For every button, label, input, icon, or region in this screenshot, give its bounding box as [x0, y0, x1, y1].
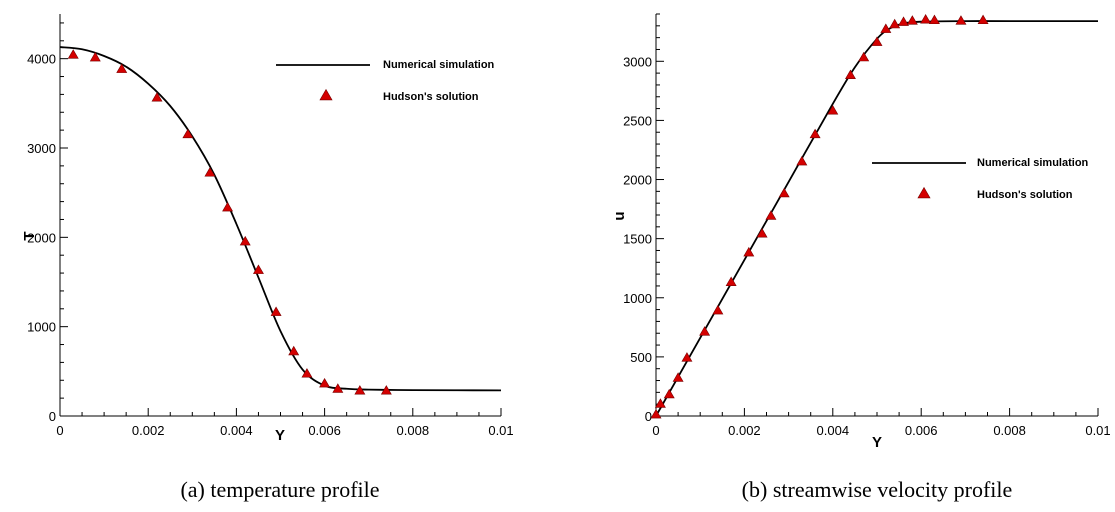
data-point-hudsons-solution	[880, 23, 892, 33]
chart-streamwise-velocity-profile: 0 0.002 0.004 0.006 0.008 0.01 0 500 1000 1500 200…	[611, 13, 1111, 502]
data-point-hudsons-solution	[182, 128, 194, 139]
data-point-hudsons-solution	[756, 228, 768, 238]
data-point-hudsons-solution	[809, 128, 821, 139]
data-point-hudsons-solution	[67, 49, 79, 59]
x-axis-label-b: Y	[872, 434, 882, 451]
data-point-hudsons-solution	[845, 69, 856, 80]
x-tick-label: 0.002	[132, 423, 165, 438]
x-tick-label: 0.01	[1085, 423, 1110, 438]
data-point-hudsons-solution	[270, 306, 282, 316]
data-point-hudsons-solution	[906, 15, 918, 25]
legend-label-hudsons-solution-a: Hudson's solution	[383, 91, 479, 103]
x-tick-label: 0.008	[993, 423, 1026, 438]
data-point-hudsons-solution	[116, 63, 128, 73]
data-point-hudsons-solution	[654, 398, 666, 408]
data-point-hudsons-solution	[319, 377, 331, 388]
y-tick-label: 500	[630, 350, 652, 365]
data-point-hudsons-solution	[380, 385, 392, 395]
data-point-hudsons-solution	[778, 187, 790, 198]
plot-area-a: 0 0.002 0.004 0.006 0.008 0.01 0 1000 2000 3000 40…	[27, 14, 514, 438]
data-point-hudsons-solution	[955, 15, 967, 25]
data-point-hudsons-solution	[920, 14, 932, 24]
x-tick-label: 0	[652, 423, 659, 438]
data-point-hudsons-solution	[89, 51, 101, 62]
data-point-hudsons-solution	[650, 408, 662, 419]
y-tick-label: 1500	[623, 232, 652, 247]
data-point-hudsons-solution	[204, 167, 216, 177]
caption-a: (a) temperature profile	[180, 477, 379, 502]
y-tick-label: 1000	[623, 291, 652, 306]
data-point-hudsons-solution	[928, 14, 940, 25]
series-line-numerical-simulation	[59, 46, 502, 392]
x-tick-label: 0.004	[817, 423, 850, 438]
data-point-hudsons-solution	[977, 14, 989, 25]
x-tick-label: 0.002	[728, 423, 761, 438]
y-tick-label: 3000	[27, 141, 56, 156]
x-tick-label: 0.006	[905, 423, 938, 438]
x-tick-label: 0	[56, 423, 63, 438]
y-tick-label: 0	[49, 409, 56, 424]
data-point-hudsons-solution	[871, 36, 883, 46]
x-tick-label: 0.006	[308, 423, 341, 438]
y-tick-label: 2000	[27, 230, 56, 245]
data-point-hudsons-solution	[858, 51, 870, 62]
data-point-hudsons-solution	[699, 326, 711, 336]
x-tick-label: 0.004	[220, 423, 253, 438]
data-point-hudsons-solution	[681, 352, 693, 362]
series-line-numerical-simulation	[655, 20, 1098, 417]
data-point-hudsons-solution	[239, 235, 251, 246]
data-point-hudsons-solution	[898, 16, 909, 26]
data-point-hudsons-solution	[332, 383, 344, 393]
data-point-hudsons-solution	[765, 210, 777, 220]
data-point-hudsons-solution	[354, 385, 366, 395]
data-point-hudsons-solution	[889, 18, 901, 29]
data-point-hudsons-solution	[222, 201, 234, 212]
y-tick-label: 3000	[623, 54, 652, 69]
legend-marker-symbol	[319, 88, 333, 101]
y-axis-label-u: u	[611, 211, 628, 220]
x-axis-label-a: Y	[275, 427, 285, 444]
data-point-hudsons-solution	[663, 388, 675, 399]
y-tick-label: 2500	[623, 113, 652, 128]
data-point-hudsons-solution	[288, 345, 300, 356]
y-tick-label: 0	[645, 409, 652, 424]
chart-temperature-profile: 0 0.002 0.004 0.006 0.008 0.01 0 1000 2000 3000 40…	[21, 14, 514, 502]
plot-area-b: 0 0.002 0.004 0.006 0.008 0.01 0 500 1000 1500 200…	[623, 13, 1111, 438]
data-point-hudsons-solution	[743, 246, 755, 257]
legend-label-numerical-simulation-b: Numerical simulation	[977, 157, 1089, 169]
data-point-hudsons-solution	[301, 368, 313, 378]
legend-label-numerical-simulation-a: Numerical simulation	[383, 59, 495, 71]
y-tick-label: 1000	[27, 320, 56, 335]
data-point-hudsons-solution	[796, 155, 808, 166]
legend-marker-symbol	[917, 186, 931, 199]
y-axis-label-T: T	[21, 231, 38, 240]
data-point-hudsons-solution	[712, 304, 724, 315]
data-point-hudsons-solution	[252, 264, 264, 274]
data-point-hudsons-solution	[725, 276, 737, 286]
data-point-hudsons-solution	[672, 372, 684, 382]
caption-b: (b) streamwise velocity profile	[742, 477, 1013, 502]
data-point-hudsons-solution	[827, 105, 839, 115]
x-tick-label: 0.008	[397, 423, 430, 438]
y-tick-label: 4000	[27, 52, 56, 67]
y-tick-label: 2000	[623, 173, 652, 188]
data-point-hudsons-solution	[151, 92, 163, 102]
legend-label-hudsons-solution-b: Hudson's solution	[977, 189, 1073, 201]
x-tick-label: 0.01	[488, 423, 513, 438]
